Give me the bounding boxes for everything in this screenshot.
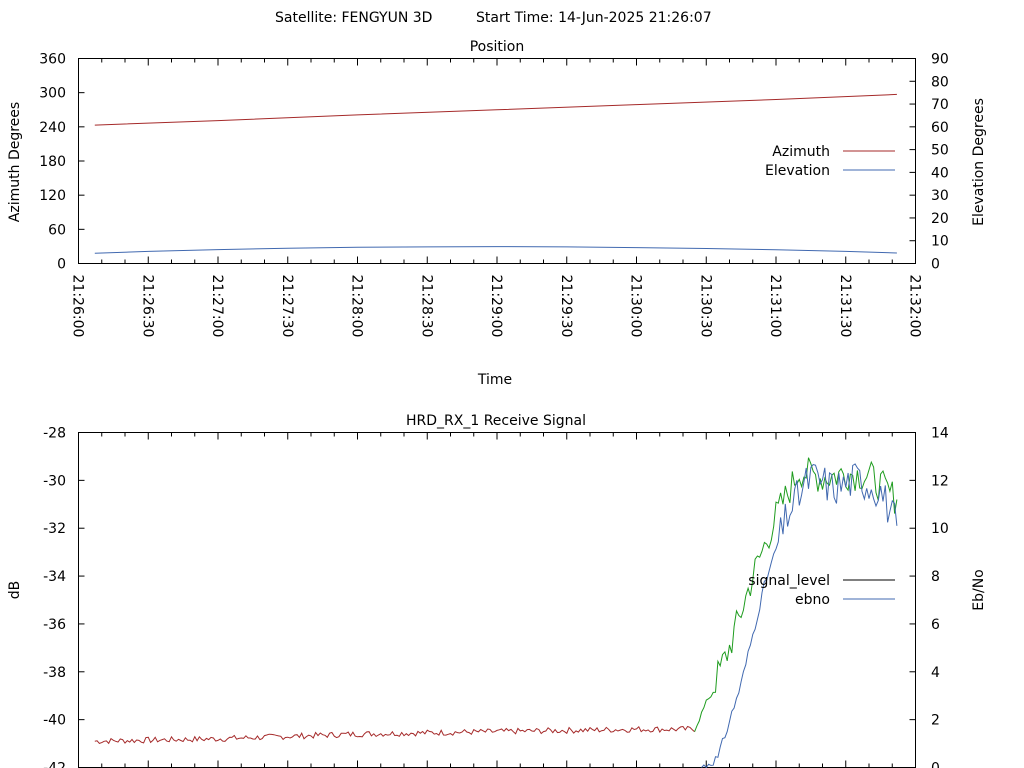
db-tick-label: -36: [43, 617, 66, 633]
signal-series: [94, 457, 898, 768]
ebno-tick-label: 4: [931, 665, 940, 681]
ebno-axis-label: Eb/No: [971, 569, 987, 611]
time-tick-label: 21:27:30: [279, 275, 295, 338]
position-plot-frame: [78, 58, 916, 264]
ebno-tick-label: 6: [931, 617, 940, 633]
elevation-tick-label: 10: [931, 234, 949, 250]
db-tick-label: -38: [43, 665, 66, 681]
legend-elevation-label: Elevation: [765, 163, 830, 179]
position-right-axis: 0 10 20 30 40 50 60 70 80 90: [909, 52, 949, 273]
time-tick-label: 21:28:00: [349, 275, 365, 338]
start-time-label: Start Time: 14-Jun-2025 21:26:07: [476, 10, 712, 26]
legend-signal-level-label: signal_level: [748, 573, 830, 589]
ebno-tick-label: 12: [931, 473, 949, 489]
azimuth-line: [94, 93, 897, 126]
db-tick-label: -34: [43, 569, 66, 585]
signal-plot-frame: [78, 432, 916, 768]
db-tick-label: -40: [43, 713, 66, 729]
azimuth-axis-label: Azimuth Degrees: [7, 102, 23, 222]
elevation-tick-label: 20: [931, 211, 949, 227]
time-tick-label: 21:30:30: [697, 275, 713, 338]
db-tick-label: -32: [43, 521, 66, 537]
time-tick-label: 21:26:00: [70, 275, 86, 338]
ebno-tick-label: 14: [931, 426, 949, 442]
azimuth-tick-label: 60: [48, 222, 66, 238]
time-tick-label: 21:31:00: [767, 275, 783, 338]
time-tick-label: 21:28:30: [418, 275, 434, 338]
position-chart-title: Position: [470, 39, 525, 55]
db-tick-label: -42: [43, 761, 66, 768]
receive-signal-chart-title: HRD_RX_1 Receive Signal: [406, 413, 586, 429]
time-axis-label: Time: [477, 372, 512, 388]
time-tick-label: 21:29:30: [558, 275, 574, 338]
signal-left-axis: -42 -40 -38 -36 -34 -32 -30 -28: [43, 426, 85, 768]
db-tick-label: -28: [43, 426, 66, 442]
elevation-tick-label: 40: [931, 165, 949, 181]
ebno-tick-label: 10: [931, 521, 949, 537]
elevation-tick-label: 70: [931, 97, 949, 113]
elevation-tick-label: 80: [931, 74, 949, 90]
time-tick-label: 21:30:00: [628, 275, 644, 338]
time-tick-label: 21:29:00: [488, 275, 504, 338]
signal-legend: signal_level ebno: [748, 573, 895, 608]
time-tick-label: 21:32:00: [907, 275, 923, 338]
time-tick-label: 21:26:30: [139, 275, 155, 338]
ebno-tick-label: 8: [931, 569, 940, 585]
position-left-axis: 0 60 120 180 240 300 360: [39, 52, 85, 273]
ebno-tick-label: 0: [931, 761, 940, 768]
azimuth-tick-label: 300: [39, 86, 66, 102]
elevation-tick-label: 50: [931, 143, 949, 159]
legend-ebno-label: ebno: [795, 592, 830, 608]
azimuth-tick-label: 360: [39, 52, 66, 68]
ebno-line: [701, 463, 898, 768]
position-chart: Position 0 60 120 180 240 300 360 0 10 20 30 40 50 6…: [7, 39, 987, 388]
position-series: [94, 93, 897, 254]
azimuth-tick-label: 180: [39, 154, 66, 170]
time-tick-label: 21:27:00: [209, 275, 225, 338]
position-time-axis: 21:26:00 21:26:30 21:27:00 21:27:30 21:28:00…: [70, 58, 923, 338]
ebno-tick-label: 2: [931, 713, 940, 729]
elevation-tick-label: 30: [931, 188, 949, 204]
elevation-tick-label: 90: [931, 52, 949, 68]
receive-signal-chart: HRD_RX_1 Receive Signal -42-40-38-36-34-…: [7, 413, 987, 768]
azimuth-tick-label: 240: [39, 120, 66, 136]
elevation-line: [94, 246, 897, 254]
azimuth-tick-label: 120: [39, 188, 66, 204]
elevation-axis-label: Elevation Degrees: [971, 98, 987, 226]
azimuth-tick-label: 0: [57, 257, 66, 273]
legend-azimuth-label: Azimuth: [772, 144, 830, 160]
satellite-label: Satellite: FENGYUN 3D: [275, 10, 432, 26]
position-legend: Azimuth Elevation: [765, 144, 895, 179]
signal-right-axis: 0 2 4 6 8 10 12 14: [909, 426, 949, 768]
elevation-tick-label: 60: [931, 120, 949, 136]
signal-time-ticks: [78, 432, 916, 768]
signal-level-line-low: [94, 725, 695, 745]
elevation-tick-label: 0: [931, 257, 940, 273]
db-axis-label: dB: [7, 581, 23, 600]
db-tick-label: -30: [43, 473, 66, 489]
time-tick-label: 21:31:30: [837, 275, 853, 338]
